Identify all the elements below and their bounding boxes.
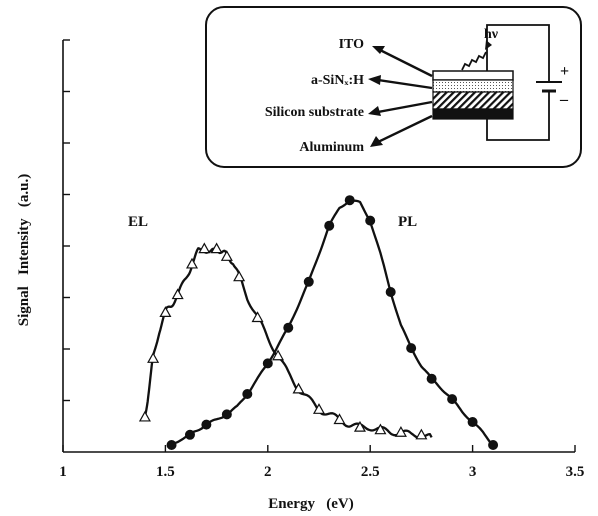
- data-point: [283, 322, 294, 333]
- data-point: [467, 417, 478, 428]
- device-stack: [432, 70, 514, 120]
- emission-wave: [461, 51, 487, 71]
- data-point: [147, 352, 160, 363]
- data-point: [138, 410, 151, 422]
- arrow-asin: [377, 78, 433, 90]
- emission-arrowhead: [485, 40, 492, 50]
- data-point: [251, 311, 264, 323]
- data-point: [220, 250, 233, 261]
- data-point: [201, 419, 212, 430]
- data-point: [426, 373, 437, 384]
- data-point: [242, 389, 253, 399]
- inset-label-aluminum: Aluminum: [299, 140, 364, 155]
- wire-bottom: [486, 91, 550, 141]
- arrow-ito-head: [372, 46, 385, 54]
- inset-label-asin: a-SiNₓ:H: [311, 73, 364, 88]
- data-point: [324, 220, 335, 231]
- data-point: [344, 195, 355, 206]
- data-point: [159, 306, 172, 317]
- data-point: [312, 403, 326, 414]
- series-line-pl: [171, 199, 494, 446]
- data-point: [406, 343, 417, 354]
- x-tick-label: 2.5: [361, 464, 380, 480]
- data-point: [210, 242, 223, 254]
- series-label-pl: PL: [398, 214, 417, 230]
- arrow-silicon: [377, 100, 433, 114]
- y-ticks: [63, 39, 70, 402]
- x-tick-label: 3: [469, 464, 477, 480]
- data-point: [447, 394, 458, 405]
- inset-frame: [205, 6, 582, 168]
- inset-label-silicon: Silicon substrate: [265, 105, 364, 120]
- inset-label-ito: ITO: [339, 37, 365, 52]
- x-ticks: 1 1.5 2 2.5 3 3.5: [59, 445, 584, 480]
- x-axis: 1 1.5 2 2.5 3 3.5 Energy (eV): [59, 445, 584, 512]
- data-point: [394, 426, 407, 437]
- device-inset: ITO a-SiNₓ:H Silicon substrate Aluminum: [205, 6, 582, 168]
- battery-plus: +: [560, 63, 569, 80]
- battery-minus: –: [559, 91, 569, 108]
- data-point: [365, 215, 376, 226]
- series-label-el: EL: [128, 214, 148, 230]
- data-point: [262, 358, 273, 369]
- series-el: [138, 242, 433, 440]
- series-pl: [166, 195, 499, 450]
- x-tick-label: 1.5: [156, 464, 175, 480]
- data-point: [488, 440, 499, 450]
- series-layer: [138, 195, 499, 450]
- y-axis-label: Signal Intensity (a.u.): [16, 174, 32, 327]
- data-point: [374, 423, 387, 435]
- data-point: [198, 242, 211, 254]
- data-point: [184, 429, 195, 440]
- data-point: [333, 413, 346, 425]
- data-point: [303, 276, 314, 287]
- data-point: [233, 270, 246, 282]
- series-line-el: [143, 247, 433, 439]
- data-point: [186, 257, 199, 269]
- arrow-silicon-head: [368, 106, 381, 116]
- layer-ito: [432, 70, 514, 81]
- circuit: + –: [486, 24, 569, 141]
- arrow-aluminum-head: [370, 136, 383, 147]
- data-point: [221, 409, 232, 420]
- data-point: [415, 428, 428, 440]
- x-tick-label: 1: [59, 464, 67, 480]
- data-point: [292, 382, 305, 394]
- data-point: [385, 287, 396, 297]
- data-point: [353, 420, 366, 432]
- x-tick-label: 2: [264, 464, 272, 480]
- inset-arrows: [368, 46, 433, 147]
- arrow-ito: [379, 48, 433, 78]
- arrow-aluminum: [377, 114, 433, 144]
- data-point: [272, 349, 285, 361]
- arrow-asin-head: [368, 75, 381, 85]
- y-axis: Signal Intensity (a.u.): [16, 39, 70, 452]
- light-emission: hν: [461, 27, 499, 71]
- layer-aluminum: [432, 108, 514, 120]
- layer-silicon: [432, 91, 514, 110]
- data-point: [171, 288, 184, 300]
- layer-asin: [432, 79, 514, 93]
- x-tick-label: 3.5: [566, 464, 585, 480]
- data-point: [166, 440, 177, 450]
- light-label: hν: [484, 27, 499, 42]
- x-axis-label: Energy (eV): [268, 496, 353, 512]
